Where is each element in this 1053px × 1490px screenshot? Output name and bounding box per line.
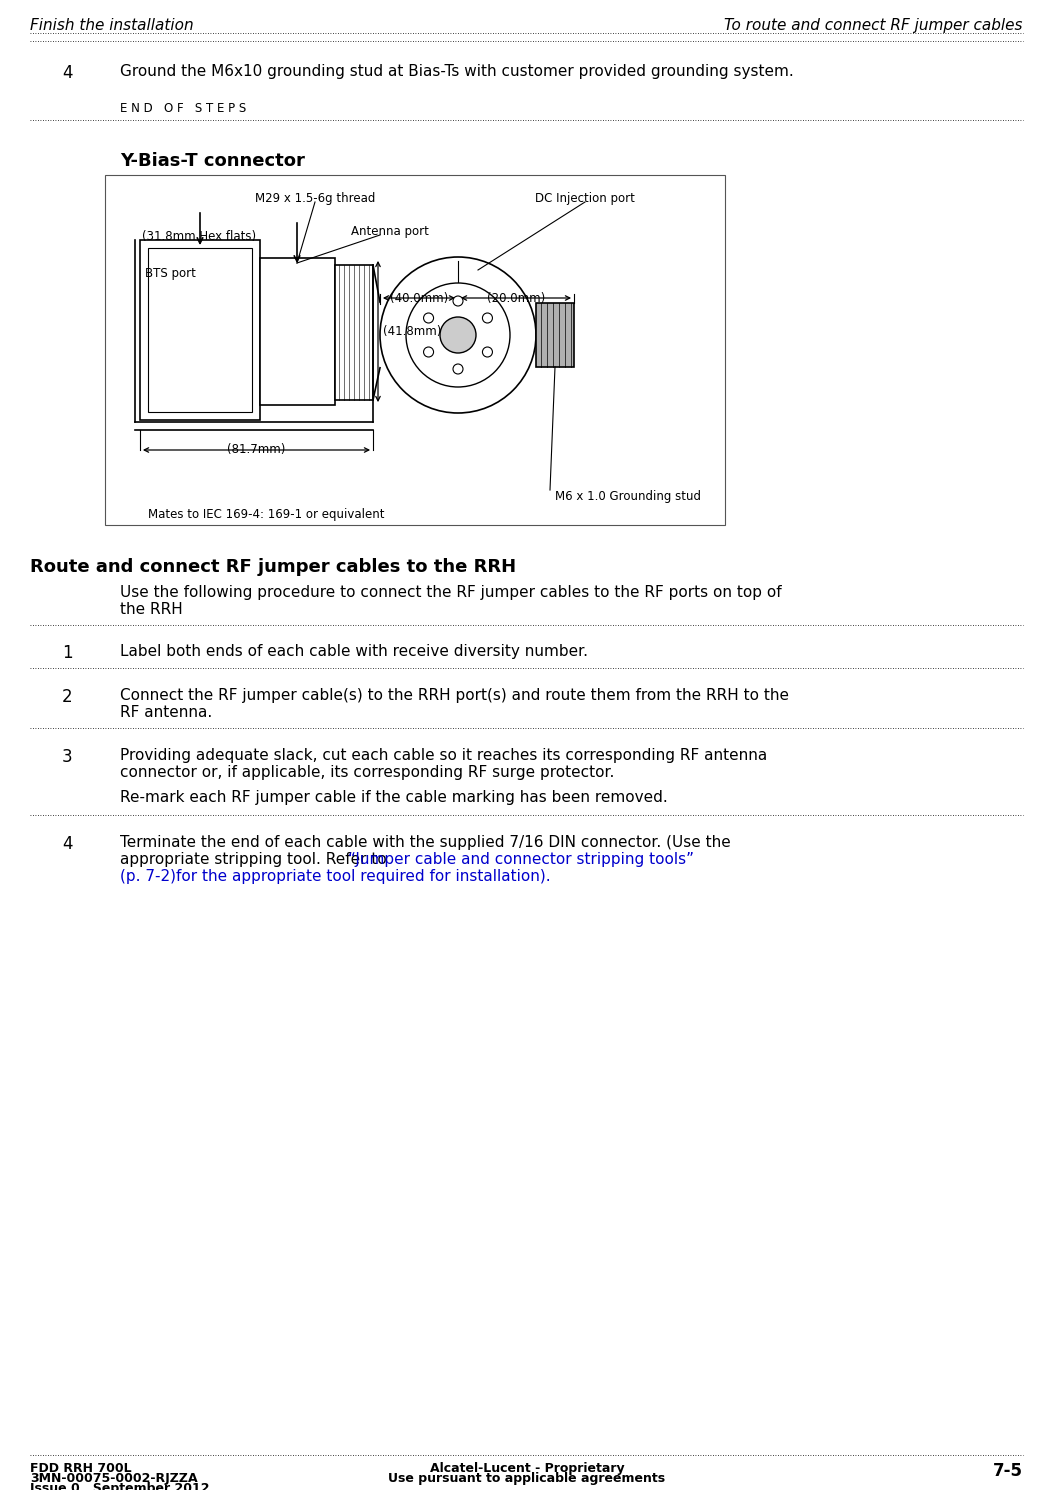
Text: connector or, if applicable, its corresponding RF surge protector.: connector or, if applicable, its corresp… xyxy=(120,764,614,779)
Text: Alcatel-Lucent - Proprietary: Alcatel-Lucent - Proprietary xyxy=(430,1462,624,1475)
Circle shape xyxy=(423,347,434,358)
Circle shape xyxy=(440,317,476,353)
Text: BTS port: BTS port xyxy=(145,267,196,280)
Text: 3: 3 xyxy=(62,748,73,766)
Circle shape xyxy=(482,313,493,323)
Text: Use the following procedure to connect the RF jumper cables to the RF ports on t: Use the following procedure to connect t… xyxy=(120,586,781,600)
Circle shape xyxy=(423,313,434,323)
Text: 1: 1 xyxy=(62,644,73,662)
Text: Mates to IEC 169-4: 169-1 or equivalent: Mates to IEC 169-4: 169-1 or equivalent xyxy=(148,508,384,522)
Text: “Jumper cable and connector stripping tools”: “Jumper cable and connector stripping to… xyxy=(347,852,694,867)
Text: Providing adequate slack, cut each cable so it reaches its corresponding RF ante: Providing adequate slack, cut each cable… xyxy=(120,748,768,763)
Circle shape xyxy=(482,347,493,358)
Bar xyxy=(260,258,335,405)
Text: DC Injection port: DC Injection port xyxy=(535,192,635,206)
Bar xyxy=(536,302,574,367)
Circle shape xyxy=(453,297,463,305)
Text: (31.8mm Hex flats): (31.8mm Hex flats) xyxy=(142,229,256,243)
Text: 2: 2 xyxy=(62,688,73,706)
Bar xyxy=(148,247,252,413)
Text: Label both ends of each cable with receive diversity number.: Label both ends of each cable with recei… xyxy=(120,644,588,659)
Text: (41.8mm): (41.8mm) xyxy=(383,325,441,338)
Text: E N D   O F   S T E P S: E N D O F S T E P S xyxy=(120,101,246,115)
Text: (20.0mm): (20.0mm) xyxy=(486,292,545,305)
Text: M29 x 1.5-6g thread: M29 x 1.5-6g thread xyxy=(255,192,375,206)
Bar xyxy=(335,265,373,399)
Text: Y-Bias-T connector: Y-Bias-T connector xyxy=(120,152,305,170)
Text: To route and connect RF jumper cables: To route and connect RF jumper cables xyxy=(724,18,1024,33)
Text: FDD RRH 700L: FDD RRH 700L xyxy=(29,1462,132,1475)
Text: Ground the M6x10 grounding stud at Bias-Ts with customer provided grounding syst: Ground the M6x10 grounding stud at Bias-… xyxy=(120,64,794,79)
Text: Use pursuant to applicable agreements: Use pursuant to applicable agreements xyxy=(389,1472,665,1486)
Bar xyxy=(140,240,260,420)
Text: Route and connect RF jumper cables to the RRH: Route and connect RF jumper cables to th… xyxy=(29,557,516,577)
Text: RF antenna.: RF antenna. xyxy=(120,705,213,720)
Text: M6 x 1.0 Grounding stud: M6 x 1.0 Grounding stud xyxy=(555,490,701,504)
Text: Connect the RF jumper cable(s) to the RRH port(s) and route them from the RRH to: Connect the RF jumper cable(s) to the RR… xyxy=(120,688,789,703)
Circle shape xyxy=(380,256,536,413)
Text: Re-mark each RF jumper cable if the cable marking has been removed.: Re-mark each RF jumper cable if the cabl… xyxy=(120,790,668,805)
Text: (40.0mm): (40.0mm) xyxy=(390,292,449,305)
Text: 4: 4 xyxy=(62,834,73,852)
Text: Terminate the end of each cable with the supplied 7/16 DIN connector. (Use the: Terminate the end of each cable with the… xyxy=(120,834,731,849)
Text: Finish the installation: Finish the installation xyxy=(29,18,194,33)
Text: Antenna port: Antenna port xyxy=(351,225,429,238)
Text: appropriate stripping tool. Refer to: appropriate stripping tool. Refer to xyxy=(120,852,392,867)
Text: Issue 0   September 2012: Issue 0 September 2012 xyxy=(29,1483,210,1490)
Text: 7-5: 7-5 xyxy=(993,1462,1024,1480)
Circle shape xyxy=(453,364,463,374)
Text: (81.7mm): (81.7mm) xyxy=(226,443,285,456)
Text: the RRH: the RRH xyxy=(120,602,183,617)
Text: 3MN-00075-0002-RJZZA: 3MN-00075-0002-RJZZA xyxy=(29,1472,198,1486)
Circle shape xyxy=(406,283,510,387)
Bar xyxy=(105,174,726,524)
Text: 4: 4 xyxy=(62,64,73,82)
Text: (p. 7-2)for the appropriate tool required for installation).: (p. 7-2)for the appropriate tool require… xyxy=(120,869,551,884)
